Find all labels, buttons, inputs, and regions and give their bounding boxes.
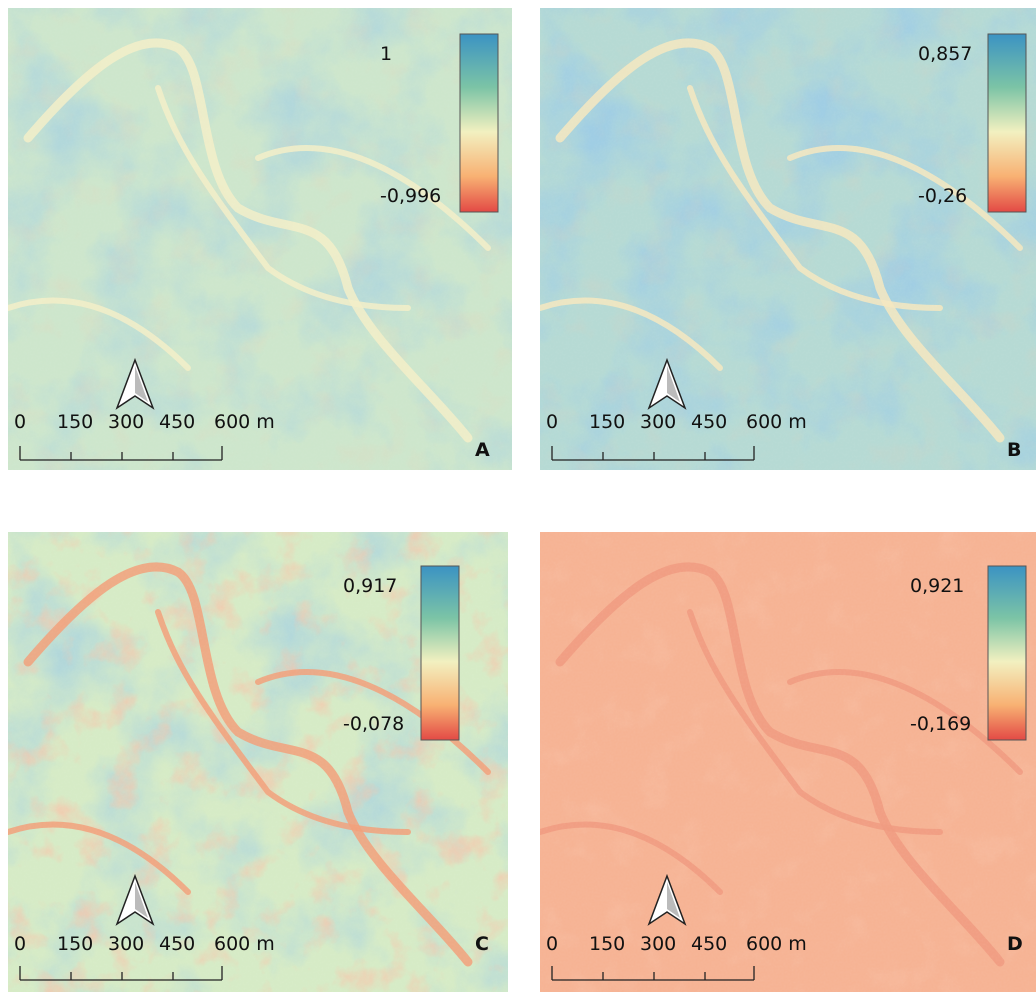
scale-label: 300 [640, 933, 676, 955]
legend-max: 0,917 [343, 575, 397, 597]
map-panel: 0,917 -0,078 0 150 300 450 600 m C [8, 532, 508, 992]
panel-letter: B [1007, 439, 1021, 461]
raster-grain [8, 8, 512, 470]
panel-letter: A [475, 439, 490, 461]
scale-label: 300 [640, 411, 676, 433]
map-panel: 0,921 -0,169 0 150 300 450 600 m D [540, 532, 1036, 992]
raster [540, 8, 1036, 470]
scale-label: 150 [57, 411, 93, 433]
legend-min: -0,26 [918, 185, 967, 207]
scale-label: 150 [589, 933, 625, 955]
legend-max: 1 [380, 43, 392, 65]
figure: 1 -0,996 0 150 300 450 600 m A 0,857 -0,26 0 150 300… [0, 0, 1036, 992]
raster [8, 8, 512, 470]
color-bar [421, 566, 459, 740]
scale-label: 450 [159, 933, 195, 955]
legend-max: 0,857 [918, 43, 972, 65]
scale-label: 450 [691, 411, 727, 433]
scale-label: 0 [546, 933, 558, 955]
scale-label: 450 [159, 411, 195, 433]
legend-min: -0,078 [343, 713, 404, 735]
legend-max: 0,921 [910, 575, 964, 597]
raster-grain [540, 532, 1036, 992]
scale-label: 300 [108, 933, 144, 955]
legend-min: -0,169 [910, 713, 971, 735]
scale-label: 0 [546, 411, 558, 433]
scale-label: 600 m [214, 933, 275, 955]
raster [540, 532, 1036, 992]
scale-label: 0 [14, 933, 26, 955]
color-bar [988, 566, 1026, 740]
color-bar [460, 34, 498, 212]
scale-label: 150 [57, 933, 93, 955]
scale-label: 600 m [746, 411, 807, 433]
scale-label: 600 m [746, 933, 807, 955]
map-panel: 0,857 -0,26 0 150 300 450 600 m B [540, 8, 1036, 470]
raster-grain [540, 8, 1036, 470]
legend-min: -0,996 [380, 185, 441, 207]
scale-label: 0 [14, 411, 26, 433]
scale-label: 600 m [214, 411, 275, 433]
color-bar [988, 34, 1026, 212]
panel-letter: C [475, 933, 489, 955]
scale-label: 450 [691, 933, 727, 955]
panel-letter: D [1007, 933, 1023, 955]
map-panel: 1 -0,996 0 150 300 450 600 m A [8, 8, 512, 470]
scale-label: 300 [108, 411, 144, 433]
scale-label: 150 [589, 411, 625, 433]
